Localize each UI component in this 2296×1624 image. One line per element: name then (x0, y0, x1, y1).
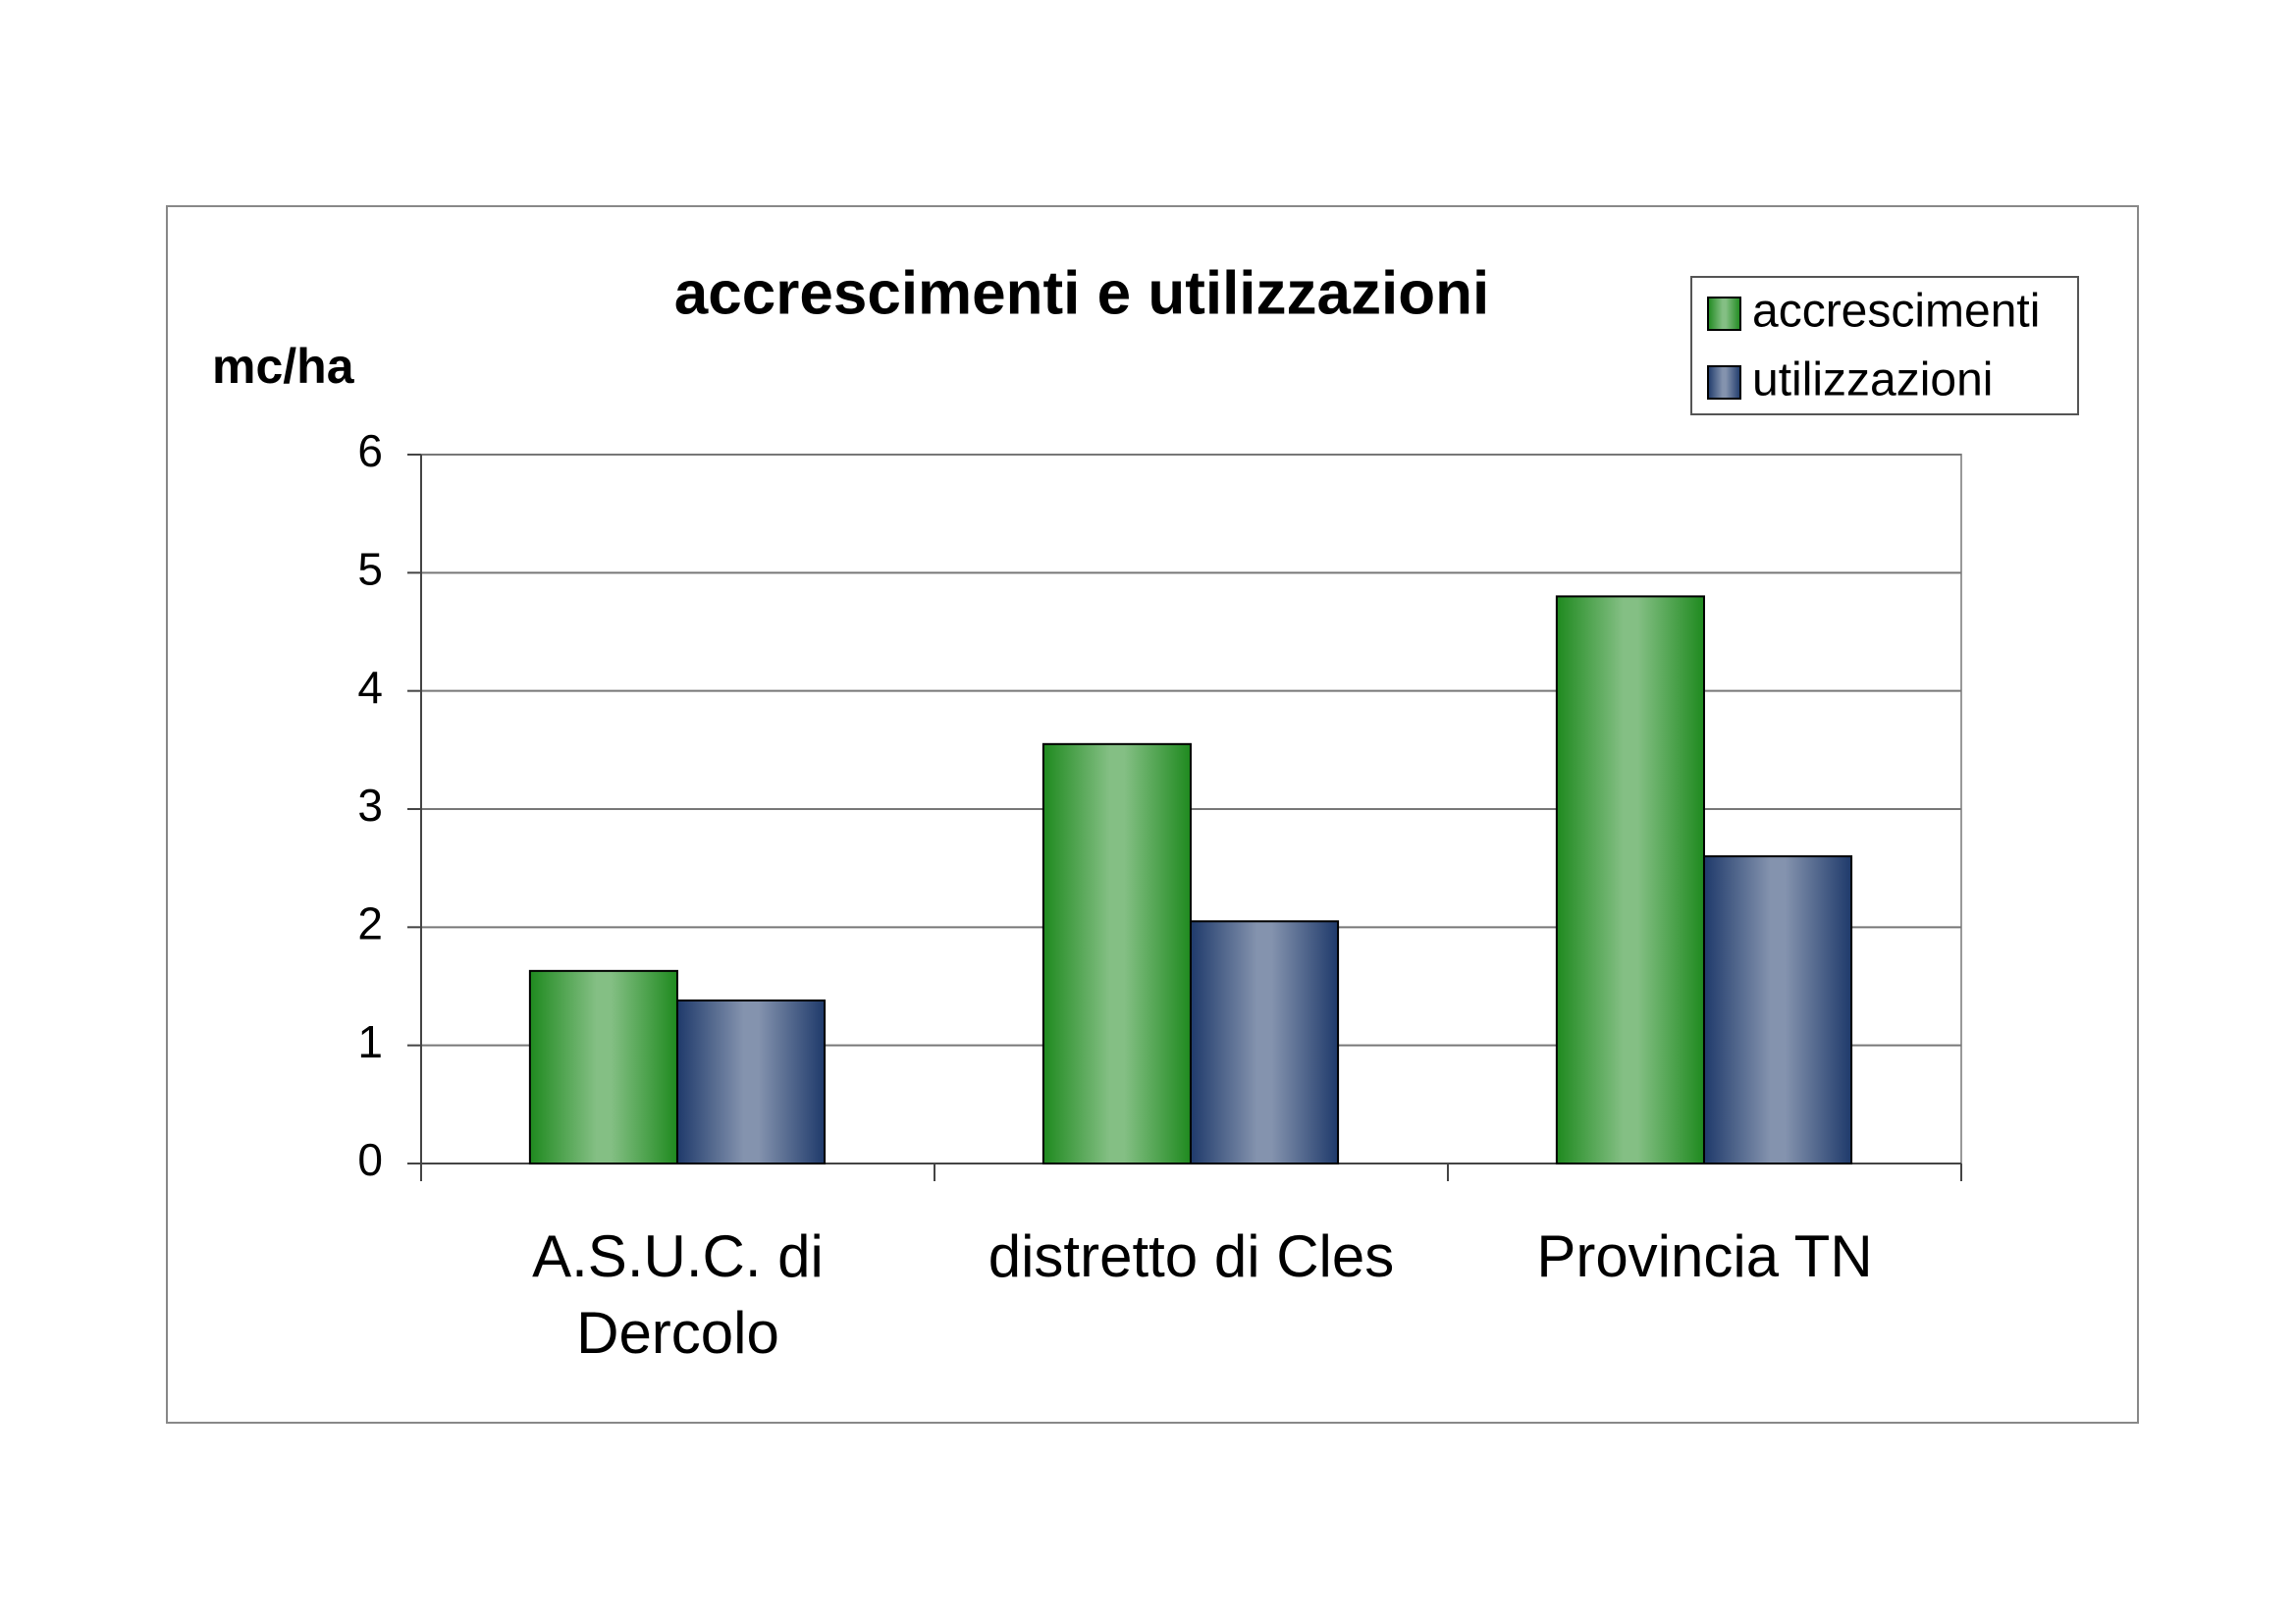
x-tick-label: distretto di Cles (988, 1223, 1395, 1289)
y-tick-label: 3 (357, 780, 383, 831)
bar (528, 969, 678, 1165)
x-tick-label: Provincia TN (1536, 1223, 1873, 1289)
bar (1555, 595, 1705, 1164)
y-tick-label: 2 (357, 897, 383, 948)
y-tick-label: 1 (357, 1016, 383, 1067)
legend-label: utilizzazioni (1752, 354, 1993, 406)
legend-swatch (1707, 365, 1741, 400)
y-tick-label: 5 (357, 543, 383, 594)
legend-label: accrescimenti (1752, 286, 2040, 338)
bar (1702, 855, 1853, 1165)
bar (675, 999, 827, 1164)
chart-title: accrescimenti e utilizzazioni (674, 259, 1489, 327)
bar (1189, 920, 1340, 1164)
x-tick-label: A.S.U.C. di Dercolo (532, 1223, 824, 1366)
bar (1041, 742, 1192, 1164)
y-tick-label: 0 (357, 1134, 383, 1185)
legend-box (1690, 276, 2079, 415)
y-tick-label: 6 (357, 425, 383, 476)
y-tick-label: 4 (357, 662, 383, 713)
legend-swatch (1707, 297, 1741, 331)
y-axis-label: mc/ha (212, 339, 355, 394)
